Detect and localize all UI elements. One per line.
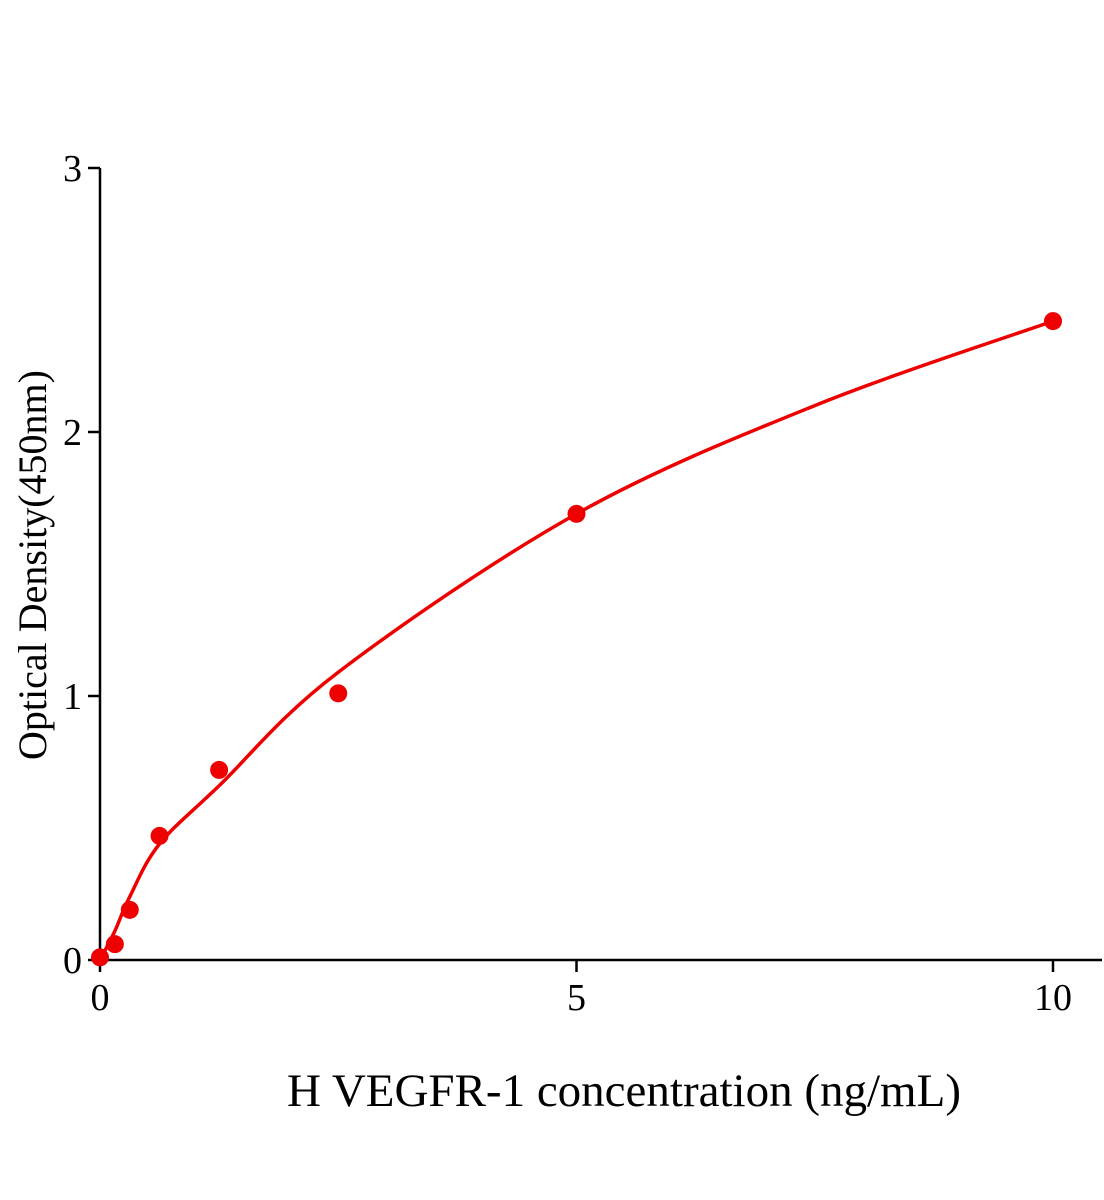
data-point <box>105 935 124 954</box>
fit-curve <box>98 319 1054 961</box>
axes <box>98 168 1102 962</box>
data-point <box>120 900 139 919</box>
y-tick-label: 0 <box>63 940 82 982</box>
y-axis-label: Optical Density(450nm) <box>10 370 55 760</box>
y-tick-label: 3 <box>63 148 82 190</box>
data-point <box>567 504 586 523</box>
data-point <box>1044 312 1062 331</box>
x-tick-label: 10 <box>1034 977 1072 1019</box>
x-tick-label: 5 <box>567 977 586 1019</box>
data-point <box>329 684 348 703</box>
x-tick-label: 0 <box>91 977 110 1019</box>
data-point <box>150 826 169 845</box>
data-point <box>91 948 109 967</box>
x-axis-label: H VEGFR-1 concentration (ng/mL) <box>287 1065 961 1117</box>
y-tick-label: 2 <box>63 412 82 454</box>
data-point <box>210 760 229 779</box>
y-tick-label: 1 <box>63 676 82 718</box>
